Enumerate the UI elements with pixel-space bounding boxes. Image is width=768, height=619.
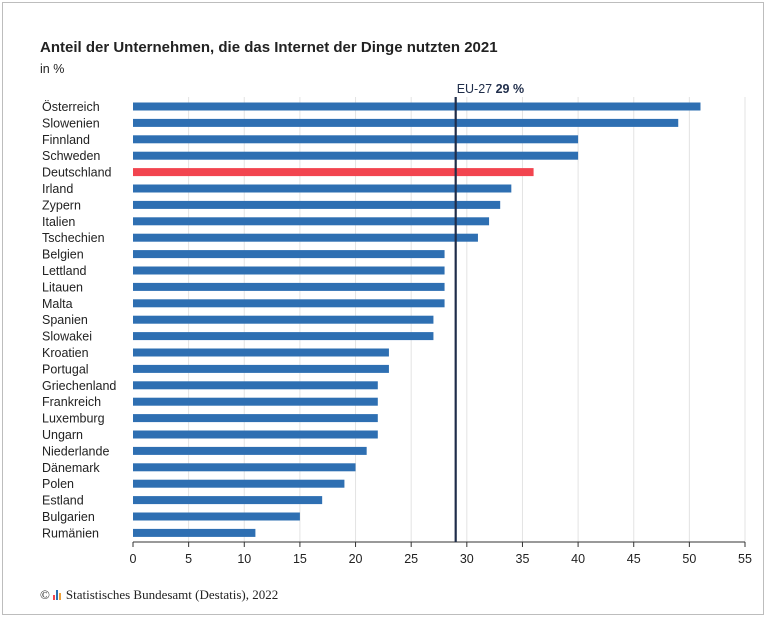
category-label: Finnland [42,133,90,147]
bar [133,315,434,324]
x-tick-label: 50 [682,552,696,566]
category-label: Kroatien [42,346,89,360]
bar [133,282,445,291]
bar [133,414,378,423]
bar [133,397,378,406]
category-label: Niederlande [42,444,109,458]
x-tick-label: 0 [130,552,137,566]
category-label: Frankreich [42,395,101,409]
category-label: Bulgarien [42,510,95,524]
source-footer: © Statistisches Bundesamt (Destatis), 20… [40,587,278,603]
category-label: Griechenland [42,379,116,393]
category-label: Malta [42,297,73,311]
bar [133,299,445,308]
category-label: Portugal [42,362,89,376]
category-label: Slowakei [42,330,92,344]
bar [133,479,345,488]
destatis-logo-icon [52,590,62,600]
x-tick-label: 40 [571,552,585,566]
category-label: Schweden [42,149,100,163]
category-label: Polen [42,477,74,491]
category-label: Tschechien [42,231,105,245]
bar [133,233,478,242]
bar [133,151,579,160]
bar [133,463,356,472]
x-tick-label: 35 [516,552,530,566]
category-label: Italien [42,215,75,229]
category-label: Rumänien [42,526,99,540]
bar [133,496,323,505]
bar [133,381,378,390]
category-label: Belgien [42,248,84,262]
bar [133,348,389,357]
bar [133,250,445,259]
source-text: Statistisches Bundesamt (Destatis), 2022 [65,587,279,602]
category-label: Estland [42,494,84,508]
category-label: Slowenien [42,116,100,130]
bar [133,512,300,521]
x-tick-label: 45 [627,552,641,566]
bar [133,217,490,226]
x-tick-label: 20 [349,552,363,566]
x-tick-label: 55 [738,552,752,566]
bar [133,102,701,111]
category-label: Spanien [42,313,88,327]
category-label: Irland [42,182,73,196]
chart-title: Anteil der Unternehmen, die das Internet… [40,39,498,56]
eu-reference-label: EU-27 29 % [457,82,524,96]
copyright-symbol: © [40,587,50,602]
x-tick-label: 25 [404,552,418,566]
x-tick-label: 15 [293,552,307,566]
bar [133,446,367,455]
bar [133,184,512,193]
x-tick-label: 10 [237,552,251,566]
bar [133,200,501,209]
bar [133,332,434,341]
x-tick-label: 30 [460,552,474,566]
bar [133,430,378,439]
category-label: Deutschland [42,166,112,180]
bar [133,528,256,537]
bar [133,168,534,177]
bar [133,118,679,127]
bar [133,364,389,373]
eu-reference-name: EU-27 [457,82,496,96]
category-label: Ungarn [42,428,83,442]
bar [133,266,445,275]
category-label: Lettland [42,264,87,278]
eu-reference-value: 29 % [496,82,525,96]
category-label: Österreich [42,100,100,114]
category-label: Zypern [42,198,81,212]
x-tick-label: 5 [185,552,192,566]
category-label: Luxemburg [42,412,105,426]
bar [133,135,579,144]
category-label: Litauen [42,280,83,294]
chart-subtitle: in % [40,62,65,76]
category-label: Dänemark [42,461,100,475]
